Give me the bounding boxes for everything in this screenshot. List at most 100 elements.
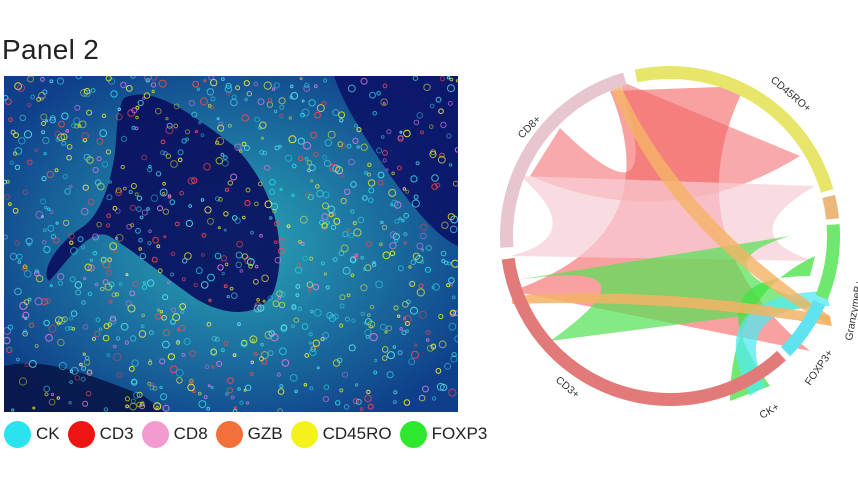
legend-item-cd8: CD8 bbox=[141, 420, 208, 448]
cell-dot bbox=[12, 151, 18, 156]
cell-dot bbox=[308, 341, 312, 345]
cell-dot bbox=[74, 375, 81, 381]
cell-dot bbox=[360, 311, 365, 317]
cell-dot bbox=[310, 179, 314, 183]
cell-dot bbox=[50, 392, 55, 397]
cell-dot bbox=[131, 359, 139, 367]
chord-arc bbox=[822, 194, 840, 220]
cell-dot bbox=[56, 77, 65, 85]
cell-dot bbox=[328, 212, 334, 218]
cell-dot bbox=[423, 83, 431, 92]
cell-dot bbox=[368, 197, 374, 204]
chord-arc bbox=[815, 224, 840, 300]
cell-dot bbox=[397, 134, 404, 141]
cell-dot bbox=[278, 247, 285, 255]
cell-dot bbox=[143, 76, 152, 82]
cell-dot bbox=[382, 150, 388, 156]
cell-dot bbox=[360, 77, 368, 85]
cell-dot bbox=[276, 372, 281, 377]
cell-dot bbox=[148, 330, 154, 336]
cell-dot bbox=[120, 81, 127, 89]
cell-dot bbox=[108, 299, 113, 304]
cell-dot bbox=[125, 300, 132, 307]
cell-dot bbox=[324, 138, 332, 147]
cell-dot bbox=[82, 137, 88, 143]
cell-dot bbox=[70, 366, 79, 375]
cell-dot bbox=[129, 204, 137, 211]
cell-dot bbox=[83, 359, 91, 366]
cell-dot bbox=[198, 400, 207, 409]
cell-dot bbox=[372, 260, 376, 265]
cell-dot bbox=[307, 194, 314, 201]
cell-dot bbox=[239, 269, 244, 273]
cell-dot bbox=[352, 221, 357, 226]
cell-dot bbox=[151, 256, 158, 263]
cell-dot bbox=[27, 159, 33, 166]
cell-dot bbox=[170, 251, 176, 257]
cell-dot bbox=[204, 206, 212, 214]
cell-dot bbox=[404, 321, 410, 326]
cell-dot bbox=[207, 384, 211, 388]
cell-dot bbox=[349, 256, 357, 264]
cell-dot bbox=[100, 256, 107, 263]
cell-dot bbox=[156, 308, 161, 312]
cell-dot bbox=[217, 264, 224, 271]
cell-dot bbox=[34, 344, 39, 348]
cell-dot bbox=[132, 281, 139, 288]
cell-dot bbox=[411, 199, 420, 208]
cell-dot bbox=[189, 378, 194, 383]
cell-dot bbox=[354, 253, 359, 258]
legend-item-ck: CK bbox=[4, 420, 60, 448]
cell-dot bbox=[447, 100, 453, 106]
cell-dot bbox=[101, 161, 109, 168]
cell-dot bbox=[270, 202, 279, 211]
cell-dot bbox=[50, 234, 57, 240]
cell-dot bbox=[221, 271, 225, 276]
cell-dot bbox=[86, 109, 93, 116]
cell-dot bbox=[182, 258, 188, 264]
cell-dot bbox=[135, 115, 139, 120]
cell-dot bbox=[238, 149, 243, 153]
cell-dot bbox=[43, 245, 51, 254]
cell-dot bbox=[107, 257, 112, 263]
cell-dot bbox=[150, 194, 159, 202]
cell-dot bbox=[369, 324, 374, 329]
cell-dot bbox=[7, 324, 14, 330]
cell-dot bbox=[353, 228, 362, 237]
cell-dot bbox=[28, 322, 35, 328]
cell-dot bbox=[261, 358, 268, 365]
cell-dot bbox=[249, 335, 258, 344]
chord-diagram: CD45RO+ GranzymeB+ FOXP3+ CK+ CD3+ CD8+ bbox=[500, 66, 858, 420]
cell-dot bbox=[410, 259, 417, 265]
cell-dot bbox=[41, 130, 46, 135]
cell-dot bbox=[438, 340, 447, 349]
cell-dot bbox=[303, 141, 312, 150]
cell-dot bbox=[273, 240, 278, 244]
cell-dot bbox=[19, 301, 28, 310]
cell-dot bbox=[225, 82, 232, 89]
cell-dot bbox=[341, 371, 349, 378]
cell-dot bbox=[315, 184, 320, 189]
cell-dot bbox=[66, 154, 72, 161]
cell-dot bbox=[177, 157, 183, 163]
cell-dot bbox=[57, 338, 65, 347]
cell-dot bbox=[352, 137, 359, 145]
cell-dot bbox=[304, 156, 309, 161]
cell-dot bbox=[384, 330, 388, 334]
cell-dot bbox=[304, 82, 310, 88]
cell-dot bbox=[308, 332, 313, 337]
chord-arc bbox=[634, 66, 834, 193]
cell-dot bbox=[11, 408, 15, 412]
cell-dot bbox=[214, 252, 222, 260]
cell-dot bbox=[430, 149, 437, 156]
cell-dot bbox=[313, 151, 319, 157]
cell-dot bbox=[236, 240, 244, 248]
cell-dot bbox=[4, 326, 12, 335]
cell-dots bbox=[4, 76, 458, 412]
cell-dot bbox=[267, 98, 273, 103]
cell-dot bbox=[118, 282, 123, 287]
cell-dot bbox=[27, 242, 31, 247]
cell-dot bbox=[260, 136, 264, 140]
cell-dot bbox=[84, 355, 90, 361]
cell-dot bbox=[281, 359, 290, 367]
